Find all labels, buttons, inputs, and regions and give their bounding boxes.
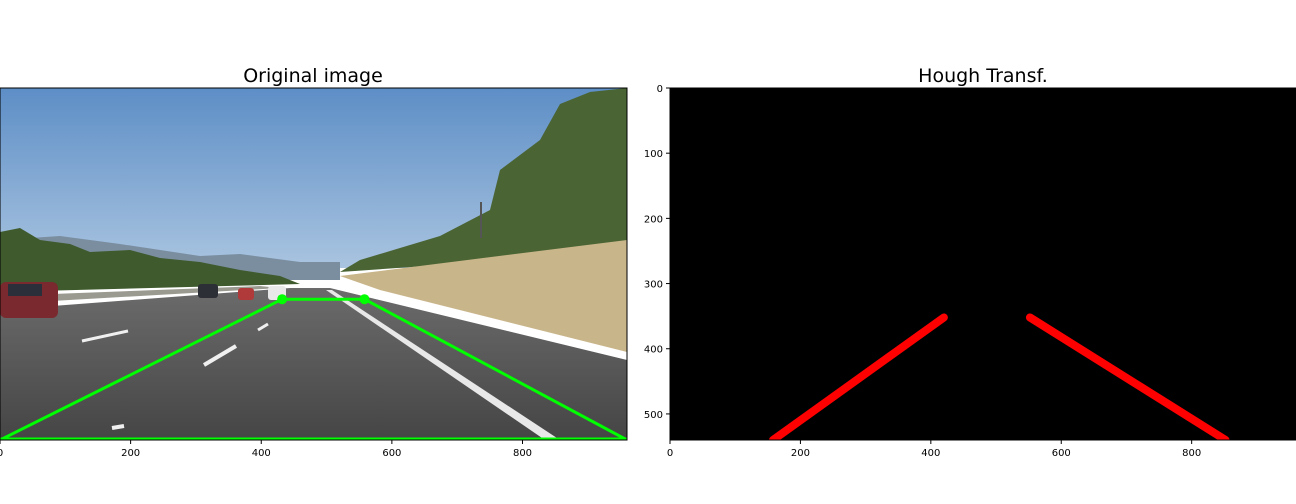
road-photo (0, 88, 627, 440)
x-tick-label: 400 (921, 448, 940, 459)
y-tick-label: 200 (644, 214, 663, 225)
x-ticks-right: 0 200 400 600 800 (667, 440, 1201, 459)
region-polygon (0, 297, 627, 440)
x-tick-label: 200 (121, 448, 140, 459)
x-ticks-left: 0 200 400 600 800 (0, 440, 532, 459)
y-tick-label: 500 (644, 410, 663, 421)
axes-frame-left (0, 87, 628, 441)
axes-frame-right (669, 87, 1296, 441)
lane-dash-1 (202, 344, 238, 367)
lane-region-overlay (0, 294, 627, 440)
region-vertex-marker-1 (277, 294, 288, 305)
lane-dash-4 (111, 424, 125, 430)
y-tick-label: 400 (644, 345, 663, 356)
panel-hough-transform: Hough Transf. 0 200 400 600 800 0 100 200 300 40… (644, 65, 1296, 459)
y-tick-label: 100 (644, 149, 663, 160)
hough-line-1 (769, 313, 948, 440)
lane-dash-2 (257, 322, 269, 332)
panel-original-image: Original image (0, 65, 628, 459)
x-tick-label: 0 (667, 448, 673, 459)
dry-grass (340, 240, 627, 352)
road-surface (0, 288, 627, 440)
region-vertex-markers (0, 294, 627, 440)
hough-lines (769, 313, 1230, 440)
region-vertex-marker-2 (359, 294, 370, 305)
car-red-left (0, 282, 58, 318)
panel-title-hough: Hough Transf. (918, 65, 1048, 87)
x-tick-label: 600 (382, 448, 401, 459)
x-tick-label: 600 (1052, 448, 1071, 459)
hough-background (670, 88, 1296, 440)
x-tick-label: 400 (252, 448, 271, 459)
x-tick-label: 200 (791, 448, 810, 459)
y-tick-label: 0 (657, 84, 663, 95)
x-tick-label: 800 (1182, 448, 1201, 459)
lane-dash-3 (81, 329, 129, 343)
x-tick-label: 0 (0, 448, 3, 459)
trees-right (340, 88, 627, 272)
car-distant-2 (238, 288, 254, 300)
y-tick-label: 300 (644, 280, 663, 291)
hough-line-2 (1025, 313, 1230, 440)
tree-line-left (0, 228, 300, 292)
car-distant-1 (198, 284, 218, 298)
y-ticks-right: 0 100 200 300 400 500 (644, 84, 670, 421)
x-tick-label: 800 (513, 448, 532, 459)
panel-title-original: Original image (243, 65, 383, 87)
lane-edge-line (326, 290, 560, 440)
